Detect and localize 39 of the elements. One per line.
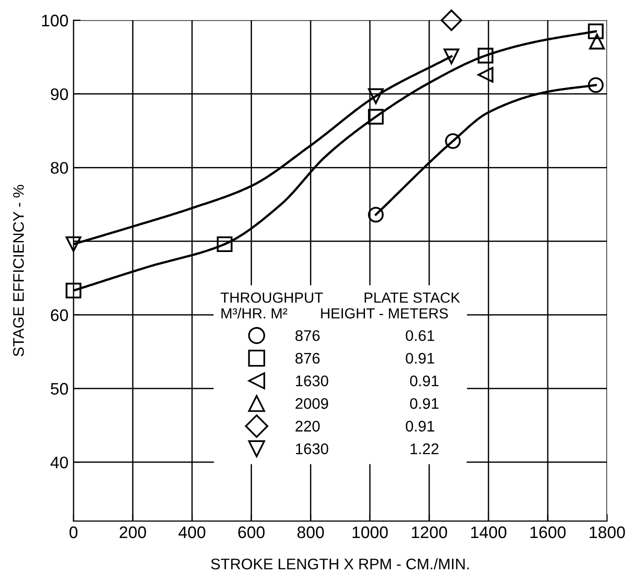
legend-label: 220 0.91: [296, 420, 434, 432]
point: [368, 108, 384, 125]
point: [478, 48, 494, 64]
x-tick-label: 600: [238, 526, 265, 538]
y-tick-label: 80: [50, 162, 68, 174]
x-tick-label: 1400: [471, 526, 506, 538]
legend-label: 1630 1.22: [296, 443, 438, 454]
point: [588, 23, 604, 40]
legend-label: 876 0.61: [295, 330, 434, 342]
legend-label: 1630 0.91: [296, 375, 438, 386]
x-tick-label: 1600: [530, 526, 566, 538]
y-tick-label: 90: [50, 88, 68, 100]
legend-title: THROUGHPUT PLATE STACK M³/HR. M² HEIGHT - METERS: [220, 292, 460, 319]
x-tick-label: 1000: [352, 526, 388, 538]
point: [66, 236, 82, 252]
point: [440, 10, 462, 31]
point: [368, 206, 384, 223]
point: [216, 236, 233, 252]
point: [445, 133, 461, 149]
x-tick-label: 400: [178, 526, 206, 538]
point: [478, 66, 494, 83]
x-tick-label: 800: [297, 526, 324, 538]
y-tick-label: 60: [50, 309, 68, 322]
y-axis-title: STAGE EFFICIENCY - %: [13, 184, 24, 356]
x-tick-label: 1200: [412, 526, 448, 538]
point: [588, 77, 604, 93]
x-tick-label: 200: [120, 526, 146, 538]
point: [589, 34, 605, 50]
point: [368, 88, 384, 104]
x-tick-label: 0: [70, 526, 78, 538]
point: [444, 48, 460, 64]
legend-label: 2009 0.91: [296, 398, 438, 409]
point: [66, 282, 82, 298]
legend-label: 876 0.91: [295, 352, 434, 364]
y-tick-label: 50: [50, 382, 68, 395]
y-tick-label: 40: [50, 456, 68, 468]
y-tick-label: 100: [42, 14, 68, 26]
x-axis-title: STROKE LENGTH X RPM - CM./MIN.: [211, 558, 469, 570]
x-tick-label: 1800: [590, 526, 625, 538]
